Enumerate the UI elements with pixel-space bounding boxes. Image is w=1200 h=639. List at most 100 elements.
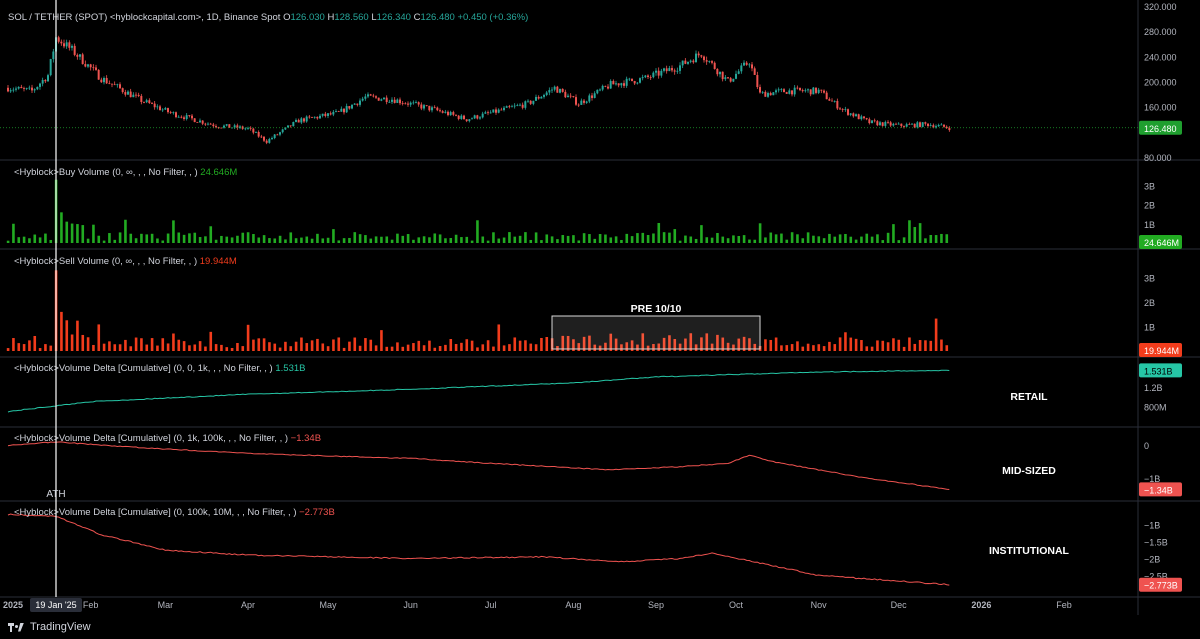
candle-body	[492, 109, 495, 113]
buy-volume-bar	[844, 233, 847, 243]
candle-body	[116, 84, 119, 86]
delta-pane-title: <Hyblock>Volume Delta [Cumulative] (0, 0…	[14, 363, 305, 374]
candle-body	[12, 89, 15, 91]
sell-volume-bar	[460, 342, 463, 351]
price-candle	[209, 122, 212, 125]
price-candle	[255, 131, 258, 133]
price-candle	[684, 58, 687, 65]
candle-body	[713, 62, 716, 69]
candle-body	[711, 61, 714, 63]
price-candle	[300, 117, 303, 125]
sell-volume-bar	[374, 345, 378, 351]
candle-body	[732, 78, 735, 82]
candle-body	[695, 53, 698, 63]
price-candle	[265, 139, 268, 145]
price-candle	[476, 114, 479, 120]
buy-volume-bar	[305, 236, 309, 243]
buy-volume-bar	[652, 233, 655, 243]
candle-body	[132, 94, 135, 98]
sell-volume-bar	[881, 340, 885, 351]
sell-volume-bar	[28, 340, 31, 351]
sell-volume-bar	[876, 340, 879, 351]
candle-body	[772, 92, 775, 96]
candle-body	[516, 105, 519, 106]
price-candle	[140, 93, 143, 105]
candle-body	[121, 88, 124, 93]
price-candle	[708, 60, 711, 64]
price-candle	[185, 113, 188, 121]
candle-body	[548, 90, 551, 93]
price-candle	[92, 64, 95, 71]
buy-volume-bar	[390, 239, 394, 243]
price-candle	[180, 115, 183, 119]
candle-body	[812, 87, 815, 95]
price-candle	[71, 44, 74, 51]
price-candle	[23, 86, 26, 92]
buy-volume-bar	[881, 240, 885, 243]
price-candle	[703, 55, 706, 63]
tradingview-logo[interactable]: TradingView	[8, 621, 91, 633]
candle-body	[545, 92, 548, 95]
buy-volume-bar	[913, 227, 917, 243]
price-candle	[577, 103, 580, 108]
price-candle	[367, 92, 370, 99]
buy-volume-bar	[737, 235, 741, 243]
sell-volume-bar	[908, 337, 911, 351]
price-candle	[868, 117, 871, 125]
candle-body	[556, 86, 559, 93]
price-candle	[847, 108, 850, 117]
price-candle	[313, 116, 316, 119]
sell-volume-bar	[60, 311, 63, 351]
candle-body	[273, 134, 276, 139]
delta-pane-title: <Hyblock>Volume Delta [Cumulative] (0, 1…	[14, 507, 335, 518]
candle-body	[49, 59, 52, 76]
candle-body	[377, 97, 380, 101]
candle-body	[884, 121, 887, 126]
price-candle	[927, 123, 930, 128]
sell-volume-bar	[326, 346, 330, 351]
sell-volume-bar	[278, 347, 282, 351]
buy-volume-bar	[753, 239, 757, 243]
sell-volume-bar	[140, 338, 143, 351]
price-candle	[772, 92, 775, 96]
chart-canvas[interactable]: 320.000 280.000 240.000 200.000 160.000 80.00…	[0, 0, 1200, 615]
candle-body	[841, 109, 844, 110]
price-candle	[409, 101, 412, 107]
candle-body	[780, 89, 783, 91]
price-candle	[489, 110, 492, 114]
buy-volume-bar	[236, 235, 239, 243]
delta-tick-label: −1.5B	[1144, 538, 1168, 548]
candle-body	[217, 127, 220, 129]
buy-volume-bar	[694, 238, 698, 243]
candle-body	[873, 120, 876, 122]
candle-body	[831, 100, 834, 102]
candle-body	[111, 83, 114, 85]
buy-volume-bar	[518, 235, 522, 243]
sell-volume-bar	[865, 346, 869, 351]
price-candle	[460, 114, 463, 120]
candle-body	[697, 53, 700, 56]
candle-body	[228, 124, 231, 128]
candle-body	[71, 45, 74, 48]
last-price-value: 126.480	[1144, 124, 1177, 134]
buy-volume-bar	[140, 233, 143, 243]
candle-body	[212, 124, 215, 127]
candle-body	[943, 124, 946, 127]
sell-volume-bar	[614, 338, 618, 351]
price-candle	[340, 106, 343, 112]
buy-volume-bar	[678, 240, 682, 243]
buy-volume-bar	[630, 236, 634, 243]
price-candle	[151, 101, 154, 105]
sell-volume-bar	[236, 343, 239, 351]
buy-volume-bar	[76, 224, 79, 243]
buy-volume-bar	[156, 238, 159, 243]
sell-volume-bar	[646, 345, 650, 351]
sell-volume-bar	[177, 339, 181, 351]
price-candle	[204, 122, 207, 126]
candle-body	[233, 125, 236, 128]
buy-volume-bar	[497, 238, 501, 243]
sell-volume-bar	[684, 338, 687, 351]
buy-volume-bar	[401, 235, 405, 243]
candle-body	[804, 90, 807, 92]
candle-body	[639, 78, 642, 83]
